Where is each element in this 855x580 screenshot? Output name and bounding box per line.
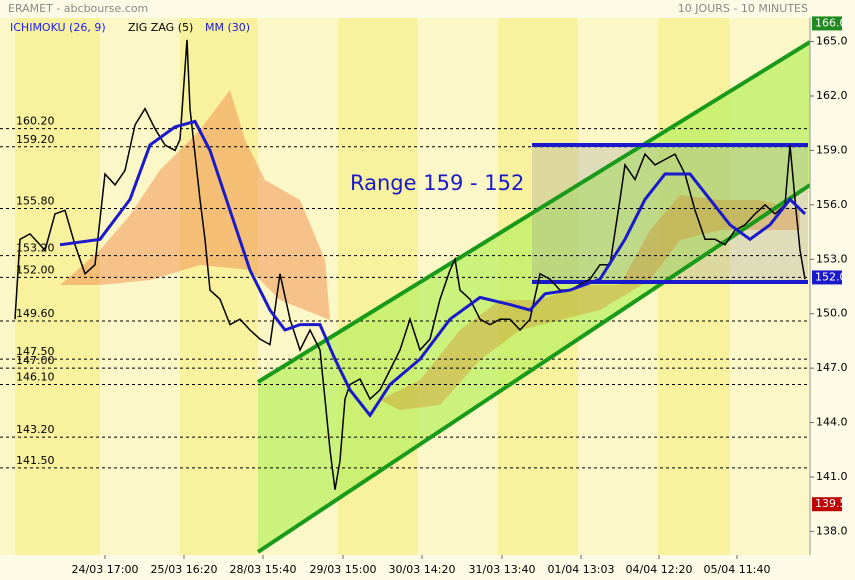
y-tick-label: 150.0 [816, 307, 848, 320]
chart-title: ERAMET - abcbourse.com [8, 2, 148, 15]
grid: 160.20 159.20 155.80 153.20 152.00 149.60 147.… [0, 115, 810, 469]
channel-upper [256, 40, 812, 384]
level-label: 152.00 [16, 263, 55, 276]
price-badge [812, 497, 842, 512]
level-label: 147.00 [16, 354, 55, 367]
y-tick-label: 162.0 [816, 89, 848, 102]
x-tick-label: 31/03 13:40 [469, 563, 536, 576]
channel-lower [256, 183, 812, 554]
x-tick-label: 29/03 15:00 [310, 563, 377, 576]
price-badge-label: 139.5 [815, 497, 847, 510]
ichimoku-cloud [380, 195, 800, 410]
legend-item: ZIG ZAG (5) [128, 21, 193, 34]
y-tick-label: 165.0 [816, 35, 848, 48]
ichimoku-cloud [60, 90, 330, 320]
ma-line [59, 119, 807, 418]
level-label: 141.50 [16, 454, 55, 467]
x-tick-label: 28/03 15:40 [230, 563, 297, 576]
x-tick-label: 05/04 11:40 [704, 563, 771, 576]
price-badge [812, 270, 842, 285]
price-badge-label: 166.0 [815, 16, 847, 29]
x-tick-label: 24/03 17:00 [72, 563, 139, 576]
y-tick-label: 144.0 [816, 416, 848, 429]
level-label: 143.20 [16, 423, 55, 436]
y-tick-label: 159.0 [816, 143, 848, 156]
axis-background [810, 18, 855, 558]
level-label: 149.60 [16, 307, 55, 320]
level-label: 146.10 [16, 370, 55, 383]
annotation: Range 159 - 152 [350, 171, 524, 195]
x-tick-label: 30/03 14:20 [389, 563, 456, 576]
level-label: 147.50 [16, 345, 55, 358]
chart-subtitle: 10 JOURS - 10 MINUTES [678, 2, 808, 15]
range-box [532, 145, 808, 282]
y-tick-label: 153.0 [816, 252, 848, 265]
x-tick-label: 25/03 16:20 [151, 563, 218, 576]
band [15, 18, 100, 555]
level-label: 153.20 [16, 242, 55, 255]
channel-fill [258, 42, 810, 552]
y-tick-label: 141.0 [816, 470, 848, 483]
level-label: 160.20 [16, 115, 55, 128]
price-line [14, 39, 806, 490]
x-tick-label: 04/04 12:20 [626, 563, 693, 576]
band [180, 18, 258, 555]
level-label: 155.80 [16, 194, 55, 207]
x-tick-label: 01/04 13:03 [548, 563, 615, 576]
price-badge [812, 16, 842, 31]
price-badge-label: 152.0 [815, 270, 847, 283]
level-label: 159.20 [16, 133, 55, 146]
series [14, 39, 807, 490]
legend-item: ICHIMOKU (26, 9) [10, 21, 106, 34]
y-tick-label: 156.0 [816, 198, 848, 211]
y-tick-label: 138.0 [816, 524, 848, 537]
legend-item: MM (30) [205, 21, 250, 34]
day-bands [0, 18, 810, 555]
y-tick-label: 147.0 [816, 361, 848, 374]
